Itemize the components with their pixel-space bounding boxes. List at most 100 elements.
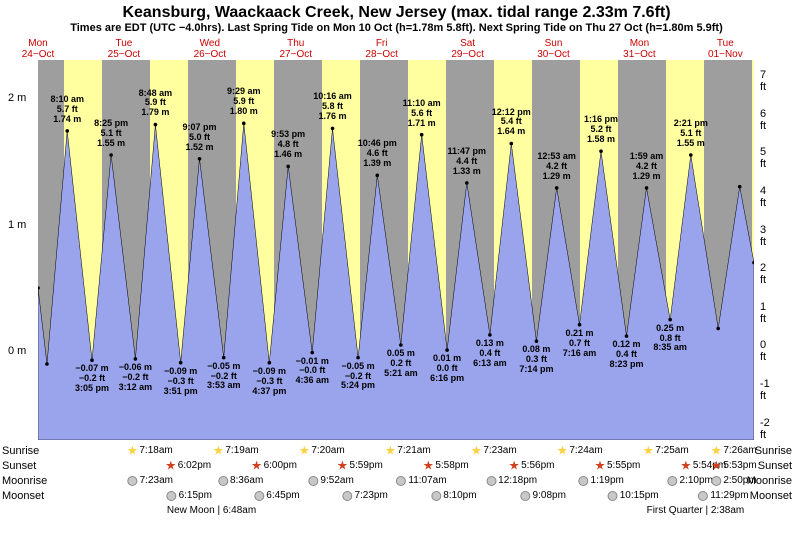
footer-item: 9:08pm [521,490,566,501]
tide-chart: Keansburg, Waackaack Creek, New Jersey (… [0,0,793,539]
footer-item: 11:29pm [698,490,748,501]
footer-item: 11:07am [396,475,446,486]
footer-time: 7:23am [483,445,516,456]
footer-time: 6:45pm [266,490,299,501]
footer-item: 7:25am [643,445,688,456]
y-tick-m: 2 m [8,92,26,104]
footer-time: 11:07am [408,475,446,486]
sun-icon [557,446,567,456]
footer-time: 7:26am [723,445,756,456]
footer-item: 1:19pm [579,475,624,486]
footer-time: 7:19am [225,445,258,456]
star-icon [711,461,721,471]
footer-item: 7:23am [471,445,516,456]
footer-item: 6:00pm [252,460,297,471]
moon-icon [342,491,352,501]
tide-annotation: 11:10 am5.6 ft1.71 m [403,99,441,129]
tide-annotation: 11:47 pm4.4 ft1.33 m [448,147,487,177]
footer-time: 7:23am [140,475,173,486]
tide-annotation: 0.01 m0.0 ft6:16 pm [430,354,464,384]
footer-time: 8:36am [230,475,263,486]
moon-icon [254,491,264,501]
tide-annotation: 0.05 m0.2 ft5:21 am [384,349,418,379]
footer-item: 9:52am [308,475,353,486]
sun-icon [299,446,309,456]
day-label: Tue01−Nov [708,38,743,60]
footer-time: 2:10pm [679,475,712,486]
day-label: Mon31−Oct [623,38,656,60]
footer-item: 10:15pm [608,490,659,501]
tide-annotation: 9:07 pm5.0 ft1.52 m [183,123,217,153]
footer-time: 7:24am [569,445,602,456]
y-tick-ft: 0 ft [760,339,766,363]
moon-icon [579,476,589,486]
y-tick-ft: 3 ft [760,224,766,248]
y-tick-ft: 7 ft [760,69,766,93]
tide-annotation: 8:48 am5.9 ft1.79 m [139,89,173,119]
y-tick-ft: 5 ft [760,146,766,170]
tide-annotation: 0.21 m0.7 ft7:16 am [563,329,597,359]
footer-time: 9:52am [320,475,353,486]
tide-annotation: −0.05 m−0.2 ft5:24 pm [341,362,375,392]
footer-item: 2:50pm [711,475,756,486]
sun-icon [643,446,653,456]
footer-item: 12:18pm [486,475,537,486]
sun-icon [385,446,395,456]
moon-icon [167,491,177,501]
day-label: Tue25−Oct [108,38,141,60]
tide-annotation: 9:53 pm4.8 ft1.46 m [271,130,305,160]
day-label: Thu27−Oct [279,38,312,60]
footer-item: 5:58pm [423,460,468,471]
tide-annotation: −0.06 m−0.2 ft3:12 am [119,363,153,393]
moon-icon [431,491,441,501]
footer-time: 5:56pm [521,460,554,471]
tide-annotation: −0.01 m−0.0 ft4:36 am [295,357,329,387]
tide-annotation: 10:16 am5.8 ft1.76 m [313,92,352,122]
y-tick-ft: 2 ft [760,262,766,286]
footer-row-moonrise: MoonriseMoonrise7:23am8:36am9:52am11:07a… [38,475,754,490]
day-label: Sun30−Oct [537,38,570,60]
footer-time: 11:29pm [710,490,748,501]
footer-item: 7:23pm [342,490,387,501]
footer-label: Moonset [750,490,792,502]
moon-icon [486,476,496,486]
footer-time: 7:20am [311,445,344,456]
tide-annotation: 10:46 pm4.6 ft1.39 m [358,139,397,169]
tide-annotation: 9:29 am5.9 ft1.80 m [227,87,261,117]
footer-label: Sunrise [755,445,792,457]
tide-annotation: 0.25 m0.8 ft8:35 am [653,324,687,354]
footer-item: 7:23am [128,475,173,486]
footer-time: 1:19pm [591,475,624,486]
footer-time: 5:55pm [607,460,640,471]
moon-icon [521,491,531,501]
footer-time: 2:50pm [723,475,756,486]
moon-icon [667,476,677,486]
footer-label: Moonset [2,490,44,502]
y-tick-ft: -1 ft [760,378,770,402]
footer-item: 5:53pm [711,460,756,471]
tide-annotation: 8:10 am5.7 ft1.74 m [50,95,84,125]
footer-time: 7:21am [397,445,430,456]
y-tick-ft: -2 ft [760,417,770,441]
tide-annotation: 12:53 am4.2 ft1.29 m [537,152,576,182]
footer-item: 7:18am [127,445,172,456]
moon-icon [396,476,406,486]
footer-time: 8:10pm [443,490,476,501]
footer-item: 8:36am [218,475,263,486]
moon-icon [698,491,708,501]
tide-annotation: 12:12 pm5.4 ft1.64 m [492,108,531,138]
footer-time: 6:15pm [179,490,212,501]
y-tick-ft: 6 ft [760,108,766,132]
footer-item: 7:20am [299,445,344,456]
tide-annotation: −0.07 m−0.2 ft3:05 pm [75,364,109,394]
tide-annotation: 1:16 pm5.2 ft1.58 m [584,115,618,145]
footer-row-sunrise: SunriseSunrise7:18am7:19am7:20am7:21am7:… [38,445,754,460]
footer-time: 6:02pm [178,460,211,471]
chart-subtitle: Times are EDT (UTC −4.0hrs). Last Spring… [0,22,793,36]
star-icon [509,461,519,471]
day-label: Wed26−Oct [194,38,227,60]
tide-annotation: 2:21 pm5.1 ft1.55 m [674,119,708,149]
y-tick-m: 1 m [8,219,26,231]
moon-icon [218,476,228,486]
day-label: Mon24−Oct [22,38,55,60]
